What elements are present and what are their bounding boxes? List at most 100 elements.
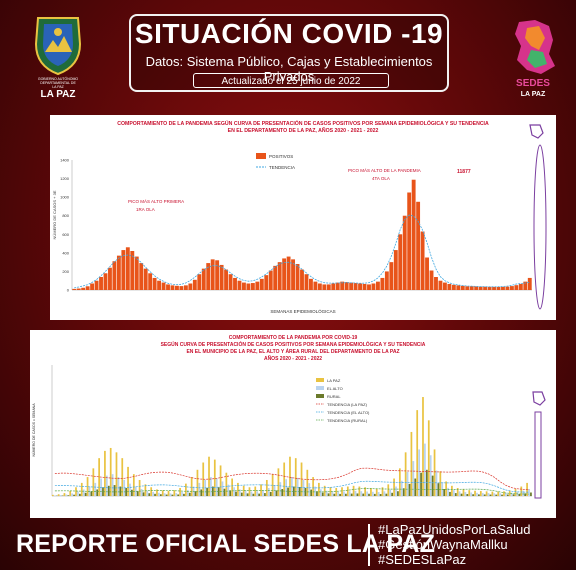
chart2-bar-1 <box>418 449 420 496</box>
chart2-bar-0 <box>422 397 424 496</box>
chart1-bar <box>509 286 514 290</box>
chart2-legend-trend-elalto: TENDENCIA (EL ALTO) <box>327 410 370 415</box>
chart2-bar-2 <box>281 489 284 496</box>
chart2-bar-0 <box>80 482 83 496</box>
chart2-bar-2 <box>443 489 446 496</box>
chart2-bar-1 <box>319 489 322 496</box>
chart2-bar-1 <box>470 492 473 496</box>
chart2-bar-2 <box>397 491 399 496</box>
chart2-bar-1 <box>429 455 432 496</box>
chart2-bar-1 <box>198 482 201 496</box>
chart2-bar-2 <box>512 494 515 496</box>
chart-department: COMPORTAMIENTO DE LA PANDEMIA SEGÚN CURV… <box>52 119 547 314</box>
chart1-bar <box>143 268 148 290</box>
chart2-bar-2 <box>356 493 359 496</box>
chart1-bar <box>335 282 340 290</box>
chart2-bar-1 <box>528 489 530 496</box>
chart1-annotation-1: PICO MÁS ALTO PRIMERA <box>128 198 184 204</box>
chart2-bar-2 <box>235 491 237 496</box>
chart2-bar-2 <box>90 491 93 496</box>
chart1-bar <box>429 270 434 290</box>
logo-caption-line-1: GOBIERNO AUTÓNOMO <box>38 76 79 81</box>
chart2-trend-line-2 <box>54 488 530 495</box>
chart2-bar-1 <box>314 486 316 496</box>
chart2-ylabel: NÚMERO DE CASOS x SEMANA <box>32 403 36 457</box>
chart1-bar <box>478 286 483 290</box>
chart1-peak-label: 11877 <box>457 169 471 175</box>
chart2-bar-2 <box>113 485 116 496</box>
chart1-bar <box>206 263 211 290</box>
chart2-bar-0 <box>75 487 77 496</box>
chart1-bar <box>255 281 260 290</box>
chart2-bar-2 <box>530 492 532 496</box>
chart2-bar-2 <box>96 489 99 496</box>
chart1-bar <box>81 287 86 290</box>
chart2-bar-0 <box>208 456 210 496</box>
chart2-bar-0 <box>335 487 338 496</box>
chart2-bar-1 <box>175 493 178 496</box>
chart2-bar-1 <box>210 477 212 496</box>
chart2-bar-0 <box>485 491 488 496</box>
chart1-bar <box>215 260 220 290</box>
chart2-legend-elalto: EL ALTO <box>327 386 343 391</box>
chart1-bar <box>264 275 269 290</box>
chart2-bar-1 <box>343 491 345 496</box>
chart2-bar-0 <box>306 469 309 496</box>
chart2-legend-rural: RURAL <box>327 394 341 399</box>
chart2-bar-0 <box>491 491 494 496</box>
chart1-bar <box>268 270 273 290</box>
chart2-bar-1 <box>325 490 328 496</box>
chart2-bar-1 <box>82 489 85 496</box>
chart1-bar <box>340 281 345 290</box>
chart2-bar-1 <box>395 486 397 496</box>
chart2-trend-line-0 <box>54 467 530 490</box>
chart2-bar-0 <box>404 452 407 496</box>
chart2-bar-1 <box>510 492 513 496</box>
chart1-bar <box>103 273 108 290</box>
chart2-bar-1 <box>505 493 507 496</box>
chart1-bar <box>407 192 412 290</box>
chart2-bar-0 <box>213 459 216 496</box>
chart2-bar-0 <box>508 490 511 496</box>
chart1-bar <box>469 286 474 290</box>
chart2-bar-2 <box>489 494 492 496</box>
chart2-bar-0 <box>248 487 251 496</box>
chart2-bar-2 <box>78 493 81 496</box>
chart2-bar-1 <box>406 471 409 496</box>
chart2-bar-2 <box>119 486 122 496</box>
chart2-bar-0 <box>289 456 291 496</box>
chart2-bar-2 <box>275 490 278 496</box>
chart2-bar-1 <box>308 483 311 496</box>
chart2-bar-0 <box>150 487 153 496</box>
chart1-bar <box>411 179 416 290</box>
chart2-bar-1 <box>134 486 137 496</box>
chart2-bar-1 <box>129 483 131 496</box>
chart2-bar-0 <box>237 482 239 496</box>
chart1-ytick: 200 <box>62 269 69 274</box>
chart1-bar <box>134 256 139 290</box>
chart2-bar-0 <box>92 468 95 496</box>
chart2-bar-1 <box>169 493 172 496</box>
chart2-bar-0 <box>161 490 164 496</box>
chart1-bar <box>192 279 197 290</box>
chart1-bar <box>183 285 188 290</box>
chart2-bar-0 <box>138 479 141 496</box>
chart2-bar-0 <box>433 449 436 496</box>
chart2-bar-0 <box>167 490 170 496</box>
chart1-bar <box>277 262 282 290</box>
chart2-bar-2 <box>437 483 440 496</box>
chart2-bar-2 <box>391 492 394 496</box>
chart2-bar-0 <box>439 471 442 496</box>
chart2-bar-1 <box>296 477 299 496</box>
chart2-bar-0 <box>156 489 158 496</box>
chart1-bar <box>518 283 523 290</box>
chart2-bar-1 <box>476 492 478 496</box>
chart1-bar <box>487 286 492 290</box>
chart2-bar-1 <box>186 489 189 496</box>
chart2-bar-1 <box>238 489 241 496</box>
chart2-bar-1 <box>389 489 392 496</box>
chart2-bar-1 <box>348 491 351 496</box>
chart2-bar-0 <box>352 485 355 496</box>
chart2-bar-1 <box>77 491 79 496</box>
chart1-bar <box>344 282 349 290</box>
